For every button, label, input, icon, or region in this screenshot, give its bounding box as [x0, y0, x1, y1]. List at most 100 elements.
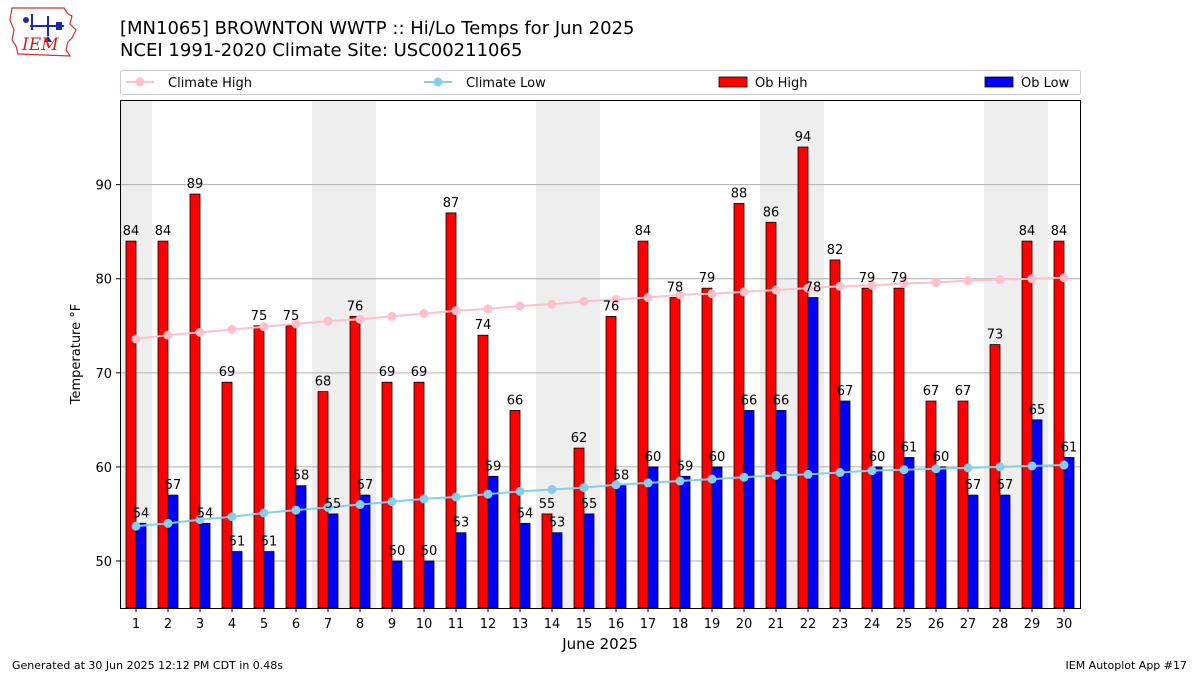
climate-high-point	[931, 278, 941, 288]
ob-low-label: 54	[197, 506, 214, 521]
ob-low-label: 58	[613, 469, 630, 484]
climate-low-point	[931, 464, 941, 474]
climate-low-point	[163, 518, 173, 528]
ob-high-bar	[445, 212, 457, 609]
ob-high-bar	[221, 381, 233, 609]
climate-high-point	[355, 314, 365, 324]
climate-high-point	[771, 285, 781, 295]
app-credit: IEM Autoplot App #17	[1065, 659, 1188, 672]
climate-high-point	[195, 327, 205, 337]
ob-high-bar	[381, 381, 393, 609]
x-tick-label: 25	[896, 617, 913, 632]
ob-low-bar	[199, 522, 211, 609]
ob-low-label: 53	[549, 516, 566, 531]
ob-low-bar	[679, 475, 691, 609]
x-tick-label: 10	[416, 617, 433, 632]
climate-high-point	[1027, 274, 1037, 284]
y-tick-label: 70	[95, 367, 112, 382]
weather-station-icon	[23, 14, 64, 42]
ob-high-bar	[573, 447, 585, 609]
ob-low-bar	[935, 466, 947, 609]
ob-low-label: 60	[645, 450, 662, 465]
ob-high-label: 84	[635, 224, 652, 239]
climate-high-point	[483, 304, 493, 314]
ob-low-bar	[967, 494, 979, 609]
ob-low-bar	[1063, 457, 1075, 609]
ob-low-bar	[167, 494, 179, 609]
ob-low-label: 60	[933, 450, 950, 465]
ob-low-label: 55	[325, 497, 342, 512]
x-tick-label: 17	[640, 617, 657, 632]
ob-high-bar	[189, 193, 201, 609]
legend-entry: Ob High	[718, 76, 808, 91]
ob-high-label: 84	[1051, 224, 1068, 239]
climate-high-point	[995, 275, 1005, 285]
ob-low-label: 60	[869, 450, 886, 465]
ob-high-label: 75	[251, 309, 268, 324]
chart-subtitle: NCEI 1991-2020 Climate Site: USC00211065	[120, 40, 523, 61]
x-tick-label: 12	[480, 617, 497, 632]
ob-low-bar	[903, 457, 915, 609]
ob-low-bar	[999, 494, 1011, 609]
x-tick-label: 6	[292, 617, 300, 632]
ob-low-bar	[583, 513, 595, 609]
ob-high-bar	[253, 325, 265, 609]
ob-low-label: 61	[901, 440, 918, 455]
climate-high-point	[131, 334, 141, 344]
ob-high-bar	[829, 259, 841, 609]
generated-timestamp: Generated at 30 Jun 2025 12:12 PM CDT in…	[12, 659, 284, 672]
ob-high-label: 67	[923, 384, 940, 399]
legend: Climate High Climate Low Ob High Ob Low	[120, 70, 1081, 95]
climate-low-point	[707, 474, 717, 484]
chart-title: [MN1065] BROWNTON WWTP :: Hi/Lo Temps fo…	[120, 18, 635, 39]
x-tick-label: 27	[960, 617, 977, 632]
climate-low-point	[963, 463, 973, 473]
ob-low-label: 53	[453, 516, 470, 531]
ob-high-label: 55	[539, 497, 556, 512]
legend-bar-swatch	[718, 76, 748, 88]
x-tick-label: 1	[132, 617, 140, 632]
climate-low-point	[739, 472, 749, 482]
x-tick-label: 22	[800, 617, 817, 632]
climate-high-point	[515, 301, 525, 311]
ob-high-label: 69	[219, 365, 236, 380]
climate-high-point	[739, 287, 749, 297]
climate-low-point	[451, 492, 461, 502]
ob-high-label: 88	[731, 186, 748, 201]
ob-low-label: 57	[965, 478, 982, 493]
x-tick-label: 13	[512, 617, 529, 632]
climate-low-point	[131, 521, 141, 531]
climate-low-point	[291, 505, 301, 515]
ob-high-label: 79	[891, 271, 908, 286]
ob-low-bar	[743, 410, 755, 609]
x-tick-label: 15	[576, 617, 593, 632]
ob-high-label: 69	[411, 365, 428, 380]
ob-high-bar	[957, 400, 969, 609]
x-tick-label: 29	[1024, 617, 1041, 632]
climate-low-point	[643, 478, 653, 488]
legend-entry: Climate Low	[424, 76, 546, 91]
x-tick-label: 19	[704, 617, 721, 632]
ob-low-bar	[231, 551, 243, 609]
ob-low-bar	[775, 410, 787, 609]
climate-high-point	[707, 289, 717, 299]
ob-low-bar	[839, 400, 851, 609]
ob-low-label: 54	[517, 506, 534, 521]
ob-high-label: 84	[155, 224, 172, 239]
x-tick-label: 23	[832, 617, 849, 632]
legend-entry: Ob Low	[984, 76, 1070, 91]
ob-low-label: 50	[421, 544, 438, 559]
climate-high-point	[1059, 273, 1069, 283]
y-axis-label: Temperature °F	[69, 304, 84, 405]
climate-low-point	[611, 480, 621, 490]
ob-low-bar	[711, 466, 723, 609]
climate-high-point	[451, 306, 461, 316]
y-tick-label: 90	[95, 179, 112, 194]
y-tick-label: 60	[95, 461, 112, 476]
ob-high-bar	[1021, 240, 1033, 609]
climate-low-point	[867, 466, 877, 476]
ob-low-label: 65	[1029, 403, 1046, 418]
ob-high-label: 74	[475, 318, 492, 333]
